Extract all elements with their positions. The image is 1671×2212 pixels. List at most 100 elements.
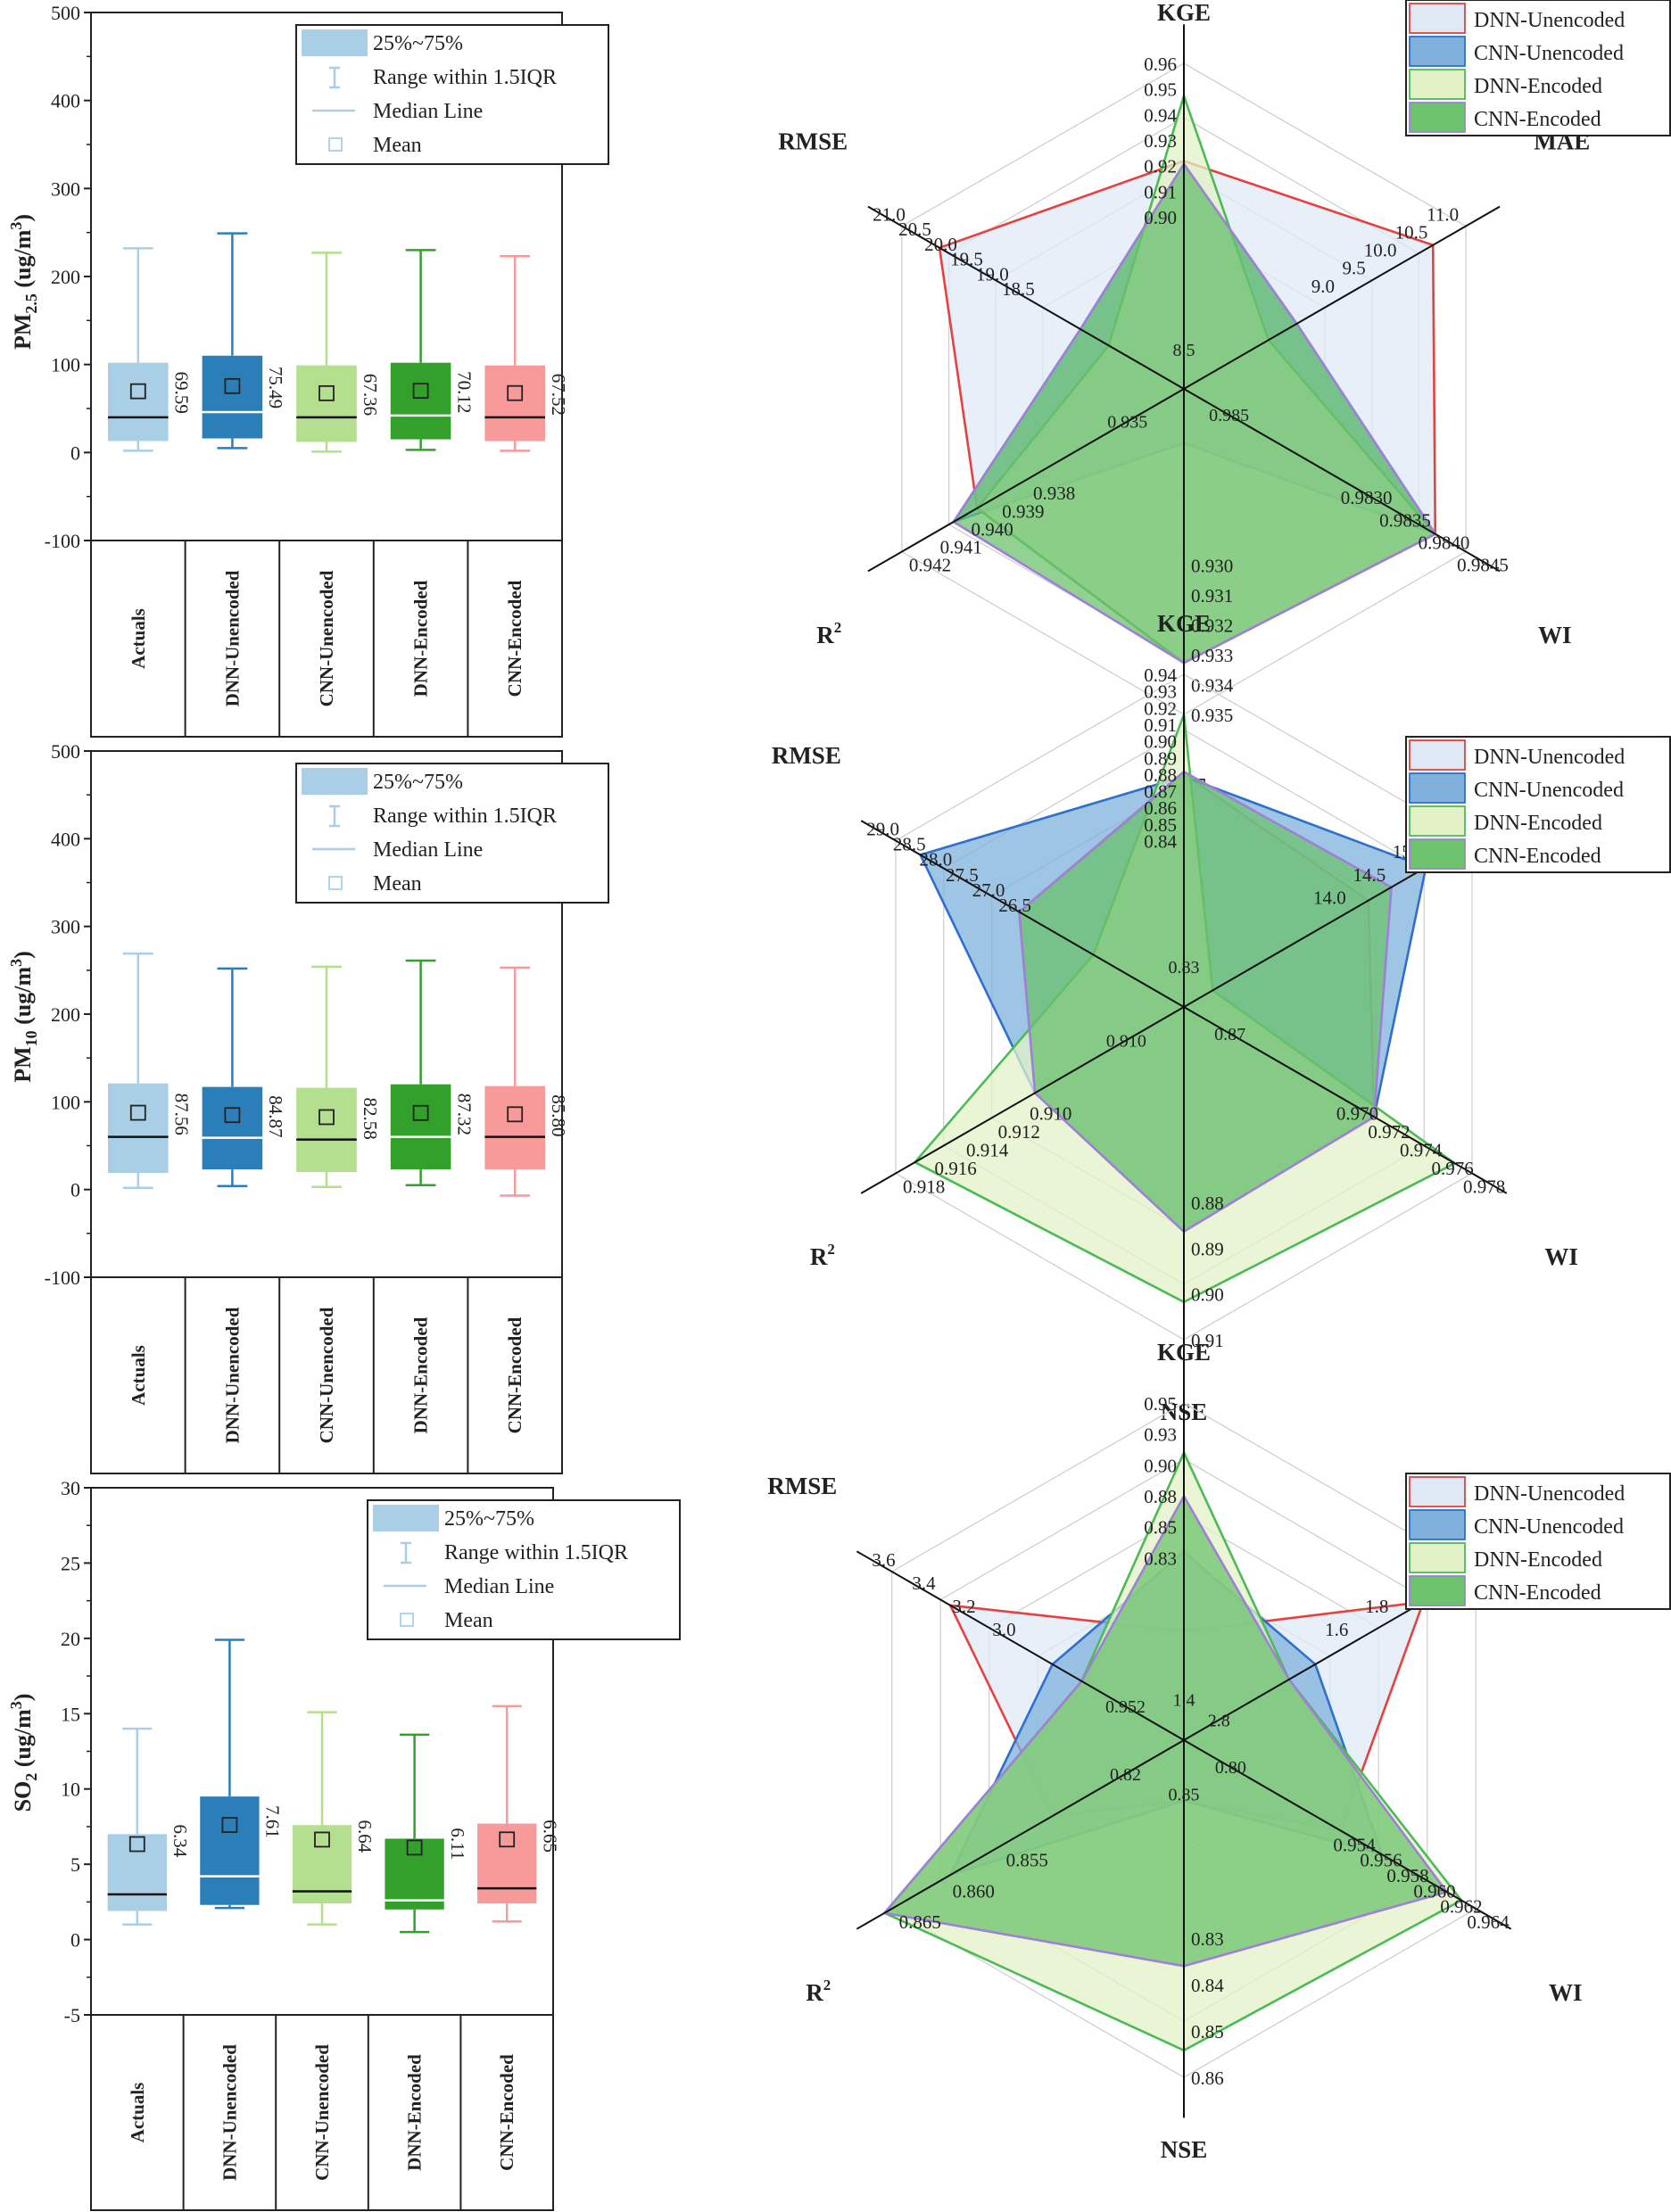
legend: 25%~75% Range within 1.5IQR Median Line Mea… [295,763,609,904]
y-axis-label-part: 2.5 [22,293,40,314]
mean-marker [221,1817,238,1833]
radar-tick-label: 11.0 [1427,204,1459,226]
mean-label: 67.36 [360,374,381,416]
iqr-box [202,355,263,439]
radar-inner-label: 0.85 [1169,1785,1200,1804]
radar-tick-label: 0.962 [1440,1896,1482,1918]
legend: 25%~75% Range within 1.5IQR Median Line Mea… [367,1499,681,1640]
radar-tick-label: 0.958 [1386,1865,1428,1886]
radar-tick-label: 0.865 [899,1911,941,1933]
y-tick-label: -100 [45,530,80,552]
y-tick-label: 30 [61,1477,80,1499]
box-CNN-Unencoded: 82.58 CNN-Unencoded [296,965,381,1443]
legend-label: Range within 1.5IQR [444,1541,628,1564]
iqr-box [107,1834,167,1911]
y-axis-label-part: 3 [7,1701,25,1709]
legend-label: 25%~75% [444,1507,534,1531]
radar-tick-label: 9.5 [1343,258,1366,279]
axis-title-R2: R2 [810,1241,835,1270]
legend-swatch [1409,102,1466,133]
axis-title-WI: WI [1538,622,1572,648]
y-axis-label: PM2.5 (ug/m3) [7,214,40,350]
legend-swatch [1409,1509,1466,1540]
radar-tick-label: 19.0 [976,263,1009,285]
radar-tick-label: 0.86 [1144,797,1177,819]
box-Actuals: 69.59 Actuals [108,247,193,669]
legend-label: Range within 1.5IQR [373,66,557,89]
iqr-box [484,365,545,442]
mean-label: 84.87 [265,1095,286,1137]
category-label: CNN-Unencoded [316,570,337,706]
radar-axis [1183,388,1501,573]
box-DNN-Unencoded: 7.61 DNN-Unencoded [200,1638,284,2181]
category-label: Actuals [128,608,149,669]
mean-marker [412,383,429,400]
iqr-box [390,362,451,440]
mean-marker [318,1109,335,1126]
radar-tick-label: 0.86 [1191,2068,1224,2089]
y-axis-label: PM10 (ug/m3) [7,951,40,1083]
radar-tick-label: 0.942 [909,555,951,576]
radar-radar-so2: 0.830.850.880.900.930.951.61.82.02.20.95… [767,1339,1671,2163]
radar-axis [1183,1739,1512,1930]
iqr-box [477,1823,537,1904]
category-label: CNN-Encoded [496,2054,517,2171]
category-label: Actuals [128,1345,149,1406]
legend-swatch [1409,805,1466,837]
mean-marker [412,1104,429,1121]
mean-label: 7.61 [262,1805,284,1838]
y-axis-label-part: (ug/m [10,229,36,293]
radar-tick-label: 0.83 [1191,1928,1224,1950]
boxplot-pm10: -100 0 100 200 300 400 500 PM10 (ug/m3) 87.56 Act… [7,740,609,1474]
category-label: CNN-Encoded [504,1316,525,1433]
box-CNN-Unencoded: 67.36 CNN-Unencoded [296,252,381,706]
legend-label: 25%~75% [373,32,463,55]
y-tick-label: 10 [61,1779,80,1801]
radar-tick-label: 0.916 [935,1158,977,1179]
radar-tick-label: 0.974 [1400,1139,1443,1160]
axis-title-KGE: KGE [1157,1339,1211,1366]
y-tick-label: 400 [51,90,80,112]
mean-label: 75.49 [265,367,286,409]
legend-label: DNN-Encoded [1474,1548,1602,1572]
legend-swatch [1409,69,1466,100]
mean-marker [129,1104,146,1121]
radar-tick-label: 0.964 [1467,1911,1510,1933]
category-table [90,2014,554,2211]
legend-label: Mean [373,134,422,157]
radar-tick-label: 0.85 [1144,1517,1177,1539]
legend-label: Mean [444,1609,493,1632]
axis-title-KGE: KGE [1157,0,1211,26]
radar-tick-label: 0.85 [1144,814,1177,836]
mean-marker [318,384,335,401]
radar-tick-label: 0.933 [1191,645,1233,666]
radar-inner-label: 1.4 [1173,1691,1195,1711]
radar-inner-label: 0.87 [1214,1025,1245,1044]
y-axis-label-part: 3 [7,959,25,967]
category-table [90,1276,563,1474]
y-axis-label-part: 2 [22,1773,40,1781]
radar-tick-label: 0.855 [1006,1850,1048,1871]
radar-tick-label: 27.5 [946,864,979,886]
mean-label: 67.52 [548,374,569,416]
radar-legend: DNN-Unencoded CNN-Unencoded DNN-Encoded CNN… [1405,0,1671,136]
radar-tick-label: 0.84 [1191,1975,1224,1996]
mean-marker [224,377,241,394]
boxplot-so2: -5 0 5 10 15 20 25 30 SO2 (ug/m3) 6.34 Actuals 7.61… [7,1477,681,2211]
legend-swatch [1409,739,1466,771]
radar-tick-label: 0.914 [966,1139,1009,1160]
y-tick-label: 0 [70,442,80,464]
radar-tick-label: 0.95 [1144,79,1177,101]
category-label: CNN-Unencoded [316,1307,337,1443]
radar-tick-label: 0.90 [1191,1284,1224,1306]
radar-tick-label: 0.89 [1144,747,1177,769]
mean-label: 85.80 [548,1094,569,1136]
legend-label: DNN-Unencoded [1474,746,1625,769]
radar-tick-label: 0.91 [1191,1330,1224,1351]
axis-title-RMSE: RMSE [772,742,841,769]
y-tick-label: 20 [61,1628,80,1650]
radar-charts: 0.900.910.920.930.940.950.969.09.510.010… [767,0,1671,2163]
radar-tick-label: 9.0 [1311,276,1335,297]
axis-title-R2: R2 [816,619,841,648]
